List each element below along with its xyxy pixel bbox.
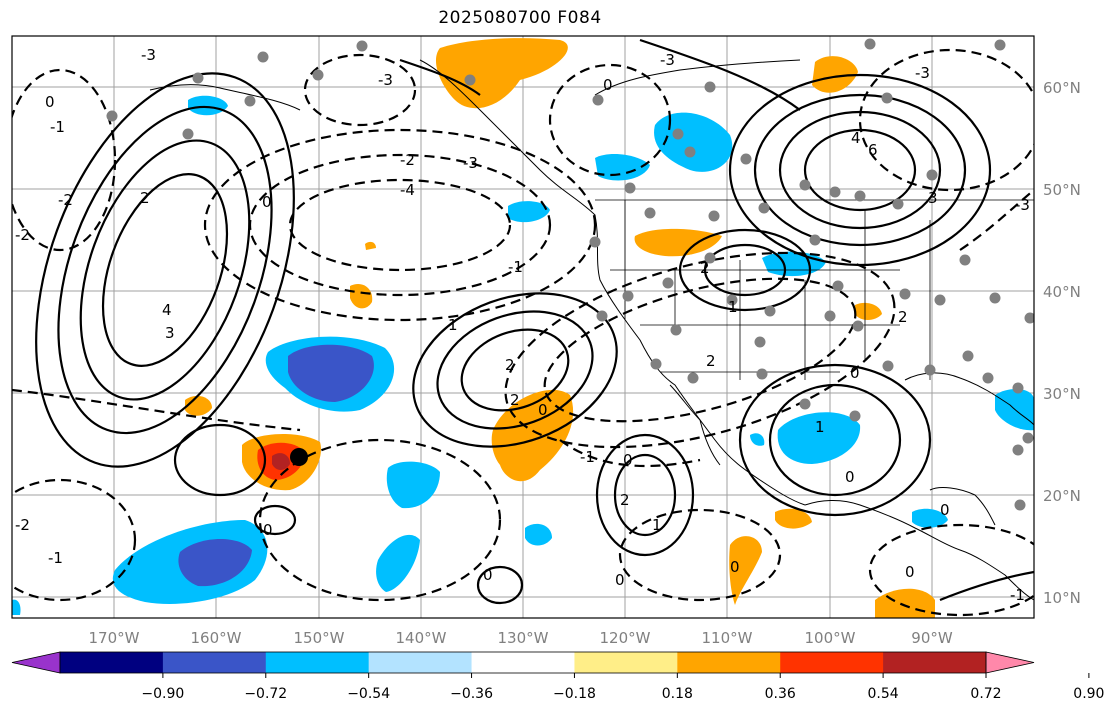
svg-text:-3: -3 (463, 154, 478, 172)
colorbar-segment (60, 652, 164, 673)
colorbar-label: 0.54 (868, 686, 899, 702)
colorbar-segment (883, 652, 987, 673)
lon-label: 110°W (702, 629, 753, 647)
colorbar-segment (574, 652, 678, 673)
svg-text:-3: -3 (378, 71, 393, 89)
svg-text:2: 2 (510, 391, 520, 409)
svg-text:0: 0 (845, 468, 855, 486)
longitude-labels: 170°W 160°W 150°W 140°W 130°W 120°W 110°… (89, 629, 953, 647)
svg-text:2: 2 (700, 259, 710, 277)
svg-text:0: 0 (483, 566, 493, 584)
svg-text:1: 1 (815, 418, 825, 436)
colorbar: −0.90 −0.72 −0.54 −0.36 −0.18 0.18 0.36 0.54 0.7… (11, 651, 1104, 702)
svg-text:-3: -3 (1015, 196, 1030, 214)
lat-label: 50°N (1043, 181, 1081, 199)
svg-text:-1: -1 (580, 448, 595, 466)
colorbar-label: 0.18 (662, 686, 693, 702)
svg-text:0: 0 (615, 571, 625, 589)
lon-label: 140°W (396, 629, 447, 647)
svg-text:-3: -3 (660, 51, 675, 69)
svg-text:0: 0 (623, 451, 633, 469)
svg-text:-2: -2 (400, 151, 415, 169)
lon-label: 100°W (805, 629, 856, 647)
svg-text:-1: -1 (508, 258, 523, 276)
svg-text:4: 4 (851, 129, 861, 147)
lat-label: 10°N (1043, 589, 1081, 607)
svg-text:0: 0 (905, 563, 915, 581)
map-title: 2025080700 F084 (438, 8, 602, 28)
svg-text:0: 0 (263, 521, 273, 539)
latitude-labels: 60°N 50°N 40°N 30°N 20°N 10°N (1043, 79, 1081, 607)
lon-label: 120°W (600, 629, 651, 647)
shaded-anomalies (12, 38, 1034, 618)
lon-label: 150°W (294, 629, 345, 647)
colorbar-segment (162, 652, 267, 673)
svg-text:1: 1 (728, 298, 738, 316)
colorbar-label: −0.72 (244, 686, 287, 702)
colorbar-border (59, 651, 987, 674)
svg-text:-1: -1 (48, 549, 63, 567)
svg-text:2: 2 (898, 308, 908, 326)
svg-text:0: 0 (262, 193, 272, 211)
colorbar-segment (368, 652, 473, 673)
station-dots (106, 38, 1034, 511)
svg-text:-3: -3 (915, 64, 930, 82)
svg-text:2: 2 (140, 189, 150, 207)
political-borders (595, 199, 1034, 380)
svg-text:-2: -2 (15, 516, 30, 534)
colorbar-label: 0.72 (970, 686, 1001, 702)
lon-label: 130°W (498, 629, 549, 647)
lon-label: 160°W (191, 629, 242, 647)
colorbar-min-extend (11, 651, 61, 674)
colorbar-label: −0.54 (347, 686, 390, 702)
colorbar-label: −0.90 (141, 686, 184, 702)
svg-text:1: 1 (448, 316, 458, 334)
colorbar-label: −0.36 (450, 686, 493, 702)
svg-text:3: 3 (928, 189, 938, 207)
svg-text:2: 2 (505, 356, 515, 374)
svg-text:-2: -2 (58, 191, 73, 209)
svg-text:2: 2 (620, 491, 630, 509)
svg-text:0: 0 (45, 93, 55, 111)
colorbar-label: 0.90 (1073, 686, 1104, 702)
colorbar-segment (471, 652, 575, 673)
lon-label: 90°W (911, 629, 953, 647)
svg-text:2: 2 (706, 352, 716, 370)
lat-label: 30°N (1043, 385, 1081, 403)
lat-label: 60°N (1043, 79, 1081, 97)
svg-text:6: 6 (868, 141, 878, 159)
svg-text:-1: -1 (1010, 586, 1025, 604)
svg-text:0: 0 (603, 76, 613, 94)
negative-contours (12, 48, 1034, 617)
black-dot-marker (290, 448, 308, 466)
colorbar-label: −0.18 (553, 686, 596, 702)
colorbar-label: 0.36 (765, 686, 796, 702)
svg-text:3: 3 (165, 324, 175, 342)
svg-text:1: 1 (652, 516, 662, 534)
map-frame (11, 35, 1035, 619)
contour-labels: -3 -2 -1 0 2 2 0 1 -2 -3 -4 -1 -3 4 3 2 … (15, 46, 1030, 604)
colorbar-segment (265, 652, 370, 673)
svg-text:0: 0 (940, 501, 950, 519)
svg-text:-1: -1 (50, 118, 65, 136)
svg-text:0: 0 (730, 558, 740, 576)
lon-label: 170°W (89, 629, 140, 647)
svg-text:-2: -2 (15, 226, 30, 244)
svg-text:-4: -4 (400, 181, 415, 199)
colorbar-segment (780, 652, 884, 673)
svg-text:4: 4 (162, 301, 172, 319)
svg-text:0: 0 (850, 364, 860, 382)
lat-label: 20°N (1043, 487, 1081, 505)
colorbar-segment (677, 652, 781, 673)
lat-label: 40°N (1043, 283, 1081, 301)
svg-text:-3: -3 (141, 46, 156, 64)
svg-text:0: 0 (538, 401, 548, 419)
colorbar-max-extend (985, 651, 1035, 674)
